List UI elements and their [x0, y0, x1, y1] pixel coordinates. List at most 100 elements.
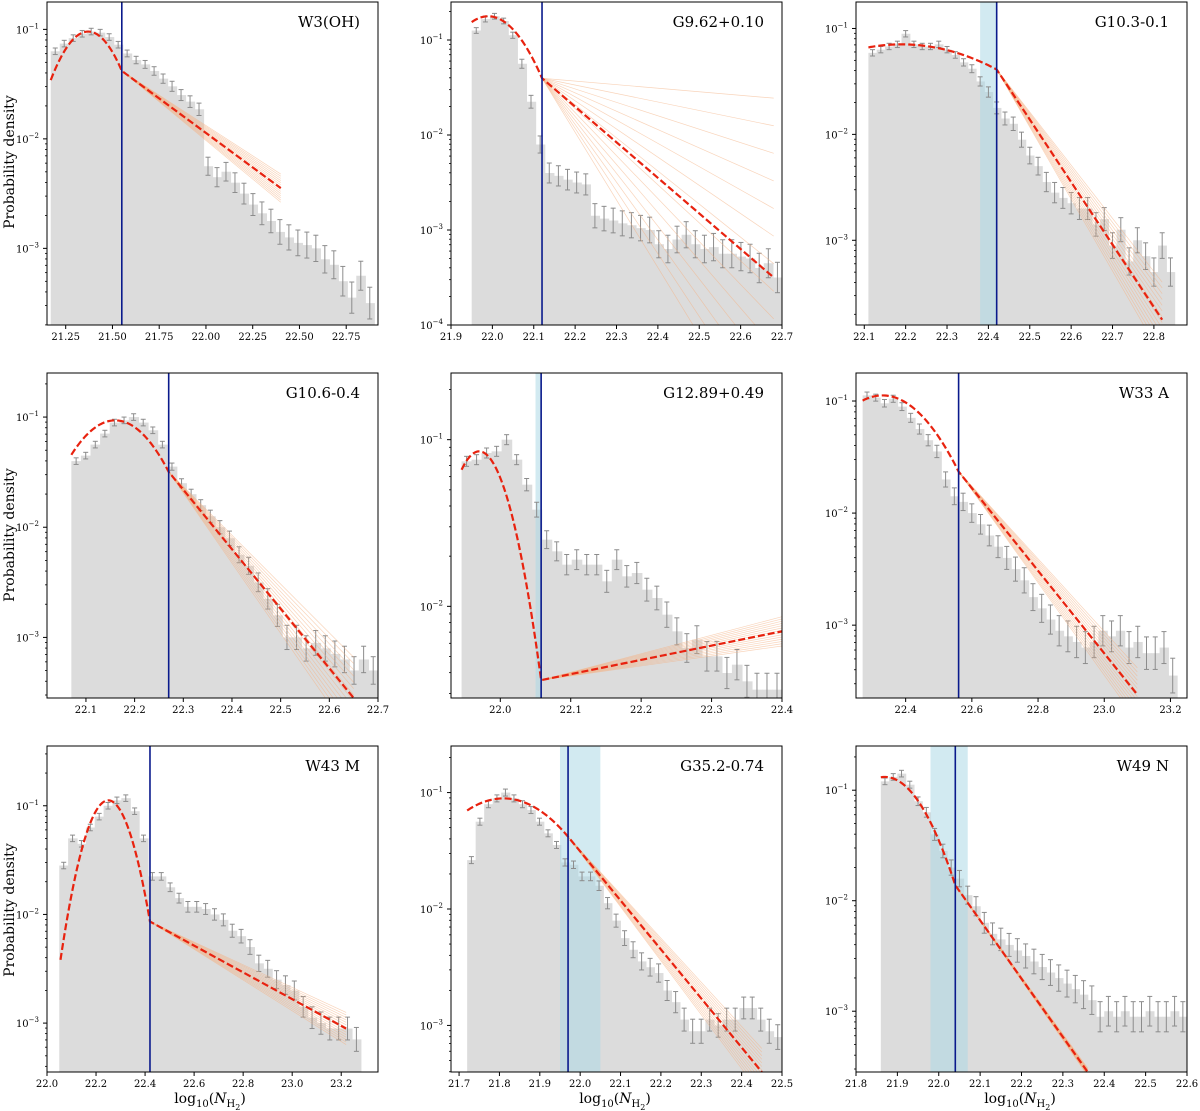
- x-tick-label: 21.9: [529, 1079, 551, 1090]
- histogram-bar: [215, 527, 226, 698]
- histogram-bar: [356, 275, 366, 325]
- mc-realisation-line: [958, 471, 1138, 673]
- x-tick-label: 22.7: [367, 705, 389, 716]
- fit-curve: [880, 775, 1089, 1072]
- histogram-bar: [552, 844, 562, 1072]
- mc-realisation-line: [958, 471, 1138, 669]
- histogram-bar: [236, 936, 247, 1072]
- histogram-bar: [553, 175, 564, 325]
- x-tick-label: 22.4: [221, 705, 243, 716]
- histogram-bar: [112, 800, 122, 1072]
- y-tick-label: 10−1: [420, 33, 443, 47]
- x-tick-label: 21.25: [51, 332, 80, 343]
- histogram-bar: [148, 430, 159, 698]
- histogram-bar: [621, 576, 633, 698]
- histogram-bar: [131, 60, 142, 325]
- histogram-bar: [481, 453, 493, 698]
- histogram-bar: [517, 63, 528, 325]
- histogram-bar: [611, 920, 621, 1072]
- mc-realisation-line: [541, 77, 774, 320]
- x-tick-label: 22.5: [688, 332, 710, 343]
- panel-3: 22.1 22.2 22.3 22.4 22.5 22.6 22.7 22.8 10−1 10−2…: [825, 1, 1188, 343]
- histogram-bar: [501, 439, 513, 698]
- y-tick-label: 10−2: [16, 907, 39, 921]
- mc-realisation-line: [958, 471, 1138, 685]
- histogram-bar: [889, 776, 898, 1072]
- histogram-bar: [499, 21, 509, 325]
- mc-realisation-line: [149, 921, 347, 1016]
- mc-realisation-line: [996, 69, 1163, 294]
- histogram-bar: [1149, 272, 1159, 325]
- mc-realisation-line: [541, 77, 774, 127]
- histogram-bar: [301, 648, 312, 698]
- histogram-bar: [1021, 955, 1031, 1072]
- histogram-bar: [590, 215, 601, 325]
- y-tick-label: 10−3: [420, 1018, 443, 1032]
- mc-realisation-line: [149, 921, 347, 1038]
- x-tick-label: 22.0: [489, 705, 511, 716]
- y-tick-label: 10−1: [16, 22, 39, 36]
- histogram-bar: [248, 204, 259, 325]
- mc-realisation-line: [541, 618, 782, 681]
- histogram-bar: [688, 1031, 698, 1072]
- histogram-bar: [263, 598, 274, 698]
- histogram-bar: [103, 805, 114, 1072]
- panel-6: 22.4 22.6 22.8 23.0 23.2 10−1 10−2 10−3 W33 A: [825, 372, 1188, 716]
- axes-frame: [46, 372, 379, 699]
- histogram-bar: [1072, 641, 1082, 698]
- histogram-bar: [764, 1031, 775, 1072]
- x-tick-label: 22.0: [569, 1079, 591, 1090]
- histogram-bar: [1000, 118, 1010, 325]
- mc-realisation-line: [149, 921, 347, 1023]
- histogram-bar: [471, 459, 483, 698]
- histogram-bar: [708, 247, 719, 325]
- histogram-bar: [119, 420, 130, 698]
- x-tick-label: 23.0: [1093, 705, 1115, 716]
- histogram-bar: [681, 648, 693, 698]
- histogram-bar: [641, 589, 653, 698]
- mc-realisation-line: [567, 836, 763, 1053]
- panel-2: 21.9 22.0 22.1 22.2 22.3 22.4 22.5 22.6 22.7 10−1…: [420, 1, 793, 343]
- histogram-bar: [718, 253, 728, 325]
- histogram-bar: [212, 177, 223, 325]
- histogram-bar: [980, 922, 989, 1072]
- x-tick-label: 22.25: [238, 332, 267, 343]
- x-tick-label: 22.3: [172, 705, 194, 716]
- y-tick-label: 10−3: [825, 233, 848, 247]
- mc-realisation-line: [541, 77, 774, 237]
- y-tick-label: 10−3: [16, 1016, 39, 1030]
- histogram-bar: [620, 938, 630, 1072]
- histogram-bar: [158, 78, 169, 325]
- histogram-bar: [157, 444, 168, 698]
- histogram-bar: [1025, 155, 1035, 325]
- histogram-bar: [1009, 123, 1018, 325]
- histogram-bar: [773, 1037, 782, 1072]
- histogram-bar: [711, 656, 723, 698]
- histogram-bar: [85, 827, 96, 1072]
- histogram-bar: [302, 245, 312, 325]
- histogram-bar: [1145, 1011, 1155, 1072]
- histogram-bar: [1098, 630, 1108, 698]
- histogram-bar: [1153, 1016, 1163, 1072]
- histogram-bar: [1042, 182, 1052, 325]
- histogram-bar: [1089, 641, 1100, 698]
- x-axis-label-col-3: log10(NH2): [984, 1091, 1056, 1111]
- y-tick-label: 10−2: [825, 506, 848, 520]
- histogram-bar: [329, 264, 339, 325]
- histogram-bar: [876, 49, 886, 325]
- mc-realisation-line: [541, 620, 782, 681]
- mc-realisation-line: [541, 616, 782, 681]
- mc-realisation-line: [168, 471, 354, 658]
- histogram-bar: [731, 664, 743, 698]
- histogram-bar: [1062, 983, 1072, 1072]
- histogram-bar: [284, 237, 294, 325]
- panel-5: 22.0 22.1 22.2 22.3 22.4 10−1 10−2 G12.89+0.49: [420, 372, 793, 716]
- histogram-bar: [884, 46, 894, 325]
- histogram-bar: [654, 973, 664, 1072]
- histogram-bar: [941, 479, 951, 698]
- histogram-bar: [239, 193, 250, 325]
- histogram-bar: [68, 38, 79, 325]
- histogram-bar: [949, 496, 960, 698]
- histogram-bar: [1087, 1000, 1097, 1072]
- histogram-bar: [756, 1019, 766, 1072]
